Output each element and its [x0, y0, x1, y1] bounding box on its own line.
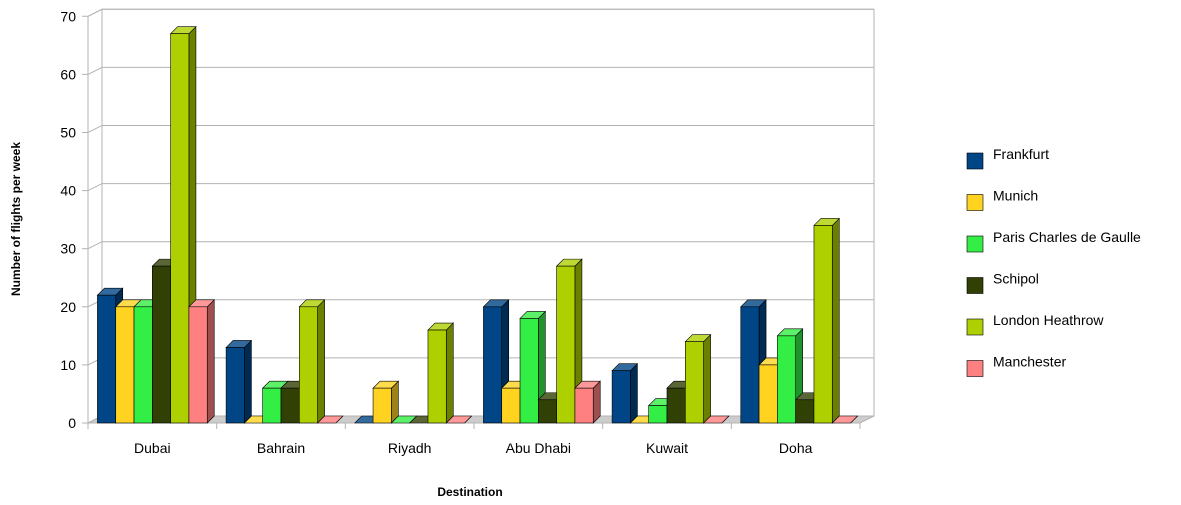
bar [611, 362, 639, 424]
bar-front [170, 33, 190, 424]
y-tick-label: 50 [60, 124, 76, 140]
legend-item: Munich [966, 188, 1038, 211]
y-tick-label: 0 [68, 415, 76, 431]
bar [298, 299, 326, 424]
bar-front [556, 265, 576, 424]
legend: Frankfurt Munich Paris Charles de Gaulle Sc… [966, 146, 1141, 377]
bar-front [795, 399, 815, 424]
bar-front [813, 225, 833, 424]
x-category-label: Dubai [134, 440, 171, 456]
bar-front [280, 387, 300, 424]
bars [96, 25, 859, 424]
bar [519, 310, 547, 424]
bar-front [152, 265, 171, 424]
bar [574, 380, 601, 424]
bar-front [684, 341, 704, 424]
bar-front [519, 318, 539, 424]
bar-front [538, 399, 557, 424]
x-category-label: Riyadh [388, 440, 432, 456]
y-tick-label: 30 [60, 241, 76, 257]
y-tick-label: 10 [60, 357, 76, 373]
bar-side [831, 217, 840, 424]
x-category-label: Doha [779, 440, 813, 456]
gridline [87, 8, 874, 17]
bar [225, 339, 253, 424]
legend-label: Manchester [993, 354, 1066, 370]
bar-front [501, 387, 521, 424]
x-category-label: Bahrain [257, 440, 305, 456]
legend-label: London Heathrow [993, 312, 1104, 328]
legend-item: Schipol [966, 271, 1039, 294]
bar-front [298, 306, 318, 424]
bar-front [225, 347, 245, 424]
bar [427, 322, 454, 424]
legend-swatch [966, 360, 984, 377]
legend-swatch [966, 194, 984, 211]
legend-swatch [966, 235, 984, 253]
legend-swatch [966, 277, 984, 294]
legend-label: Paris Charles de Gaulle [993, 229, 1141, 245]
x-axis-title: Destination [437, 485, 502, 499]
y-tick-label: 20 [60, 299, 76, 315]
bar-front [372, 387, 392, 424]
legend-item: Manchester [966, 354, 1066, 377]
bar-front [777, 335, 796, 424]
bar-side [317, 299, 325, 424]
bar-front [262, 387, 282, 424]
bar [813, 217, 840, 424]
bar-front [427, 329, 447, 424]
bar [702, 415, 730, 424]
bar-front [666, 387, 686, 424]
bar-side [630, 362, 638, 424]
bar [445, 415, 473, 424]
legend-swatch [966, 152, 984, 170]
bar-front [115, 306, 135, 424]
bar [372, 380, 400, 424]
x-axis-categories: Dubai Bahrain Riyadh Abu Dhabi Kuwait Doha [87, 423, 861, 456]
bar-front [611, 370, 631, 424]
legend-label: Frankfurt [993, 146, 1049, 162]
bar-top [316, 415, 344, 424]
gridline [87, 241, 874, 250]
bar [831, 415, 859, 424]
x-category-label: Kuwait [646, 440, 688, 456]
bar-front [97, 294, 117, 424]
bar-front [574, 387, 594, 424]
bar [684, 333, 712, 424]
legend-item: Frankfurt [966, 146, 1049, 170]
bar-side [206, 299, 215, 424]
legend-swatch [966, 318, 984, 336]
bar-front [188, 306, 208, 424]
bar-side [445, 322, 454, 424]
bar [555, 258, 583, 424]
legend-label: Munich [993, 188, 1038, 204]
legend-item: Paris Charles de Gaulle [966, 229, 1141, 253]
bar-front [648, 405, 668, 424]
bar-front [483, 306, 503, 424]
y-axis-ticks: 0 10 20 30 40 50 60 70 [60, 8, 88, 431]
bar-side [244, 339, 252, 424]
legend-label: Schipol [993, 271, 1039, 287]
gridline [87, 183, 874, 192]
y-tick-label: 60 [60, 66, 76, 82]
bar-front [758, 364, 778, 424]
x-category-label: Abu Dhabi [506, 440, 571, 456]
bar-top [445, 415, 473, 424]
bar-front [740, 306, 760, 424]
gridline [87, 124, 874, 133]
bar [316, 415, 344, 424]
y-axis-title: Number of flights per week [9, 142, 23, 296]
bar [188, 299, 215, 424]
bar-side [703, 333, 711, 424]
y-tick-label: 40 [60, 183, 76, 199]
legend-item: London Heathrow [966, 312, 1104, 336]
y-tick-label: 70 [60, 8, 76, 24]
bar-top [702, 415, 730, 424]
bar-front [133, 306, 153, 424]
bar-top [831, 415, 859, 424]
gridline [87, 66, 874, 75]
